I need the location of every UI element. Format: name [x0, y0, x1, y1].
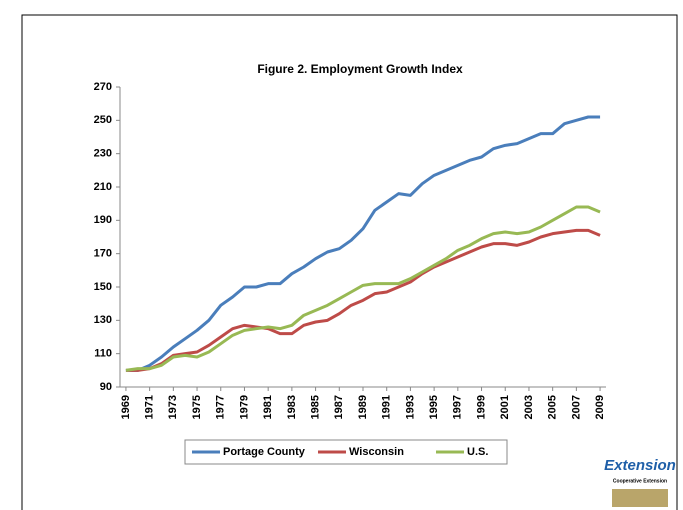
y-tick-label: 150 [94, 281, 112, 293]
y-tick-label: 190 [94, 214, 112, 226]
x-tick-label: 1989 [357, 395, 369, 419]
y-tick-label: 250 [94, 114, 112, 126]
x-tick-label: 1993 [404, 395, 416, 419]
x-tick-label: 1983 [286, 395, 298, 419]
x-tick-label: 1975 [191, 395, 203, 419]
y-tick-label: 270 [94, 81, 112, 93]
x-tick-label: 1997 [452, 395, 464, 419]
y-tick-label: 110 [94, 348, 112, 360]
x-tick-label: 1977 [215, 395, 227, 419]
x-tick-label: 2003 [523, 395, 535, 419]
x-tick-label: 1999 [475, 395, 487, 419]
legend-label: U.S. [467, 446, 488, 458]
logo-text: Extension [604, 457, 676, 474]
x-tick-label: 1991 [381, 395, 393, 419]
x-tick-label: 1969 [120, 395, 132, 419]
chart: Figure 2. Employment Growth Index Extens… [0, 0, 683, 510]
x-tick-label: 1985 [309, 395, 321, 419]
x-tick-label: 1987 [333, 395, 345, 419]
x-tick-label: 2009 [594, 395, 606, 419]
y-tick-label: 170 [94, 248, 112, 260]
y-tick-label: 130 [94, 314, 112, 326]
legend-label: Portage County [223, 446, 306, 458]
x-tick-label: 1995 [428, 395, 440, 419]
x-tick-label: 1981 [262, 395, 274, 419]
x-tick-label: 1971 [144, 395, 156, 419]
x-tick-label: 2005 [547, 395, 559, 419]
chart-title: Figure 2. Employment Growth Index [257, 62, 463, 76]
x-tick-label: 2001 [499, 395, 511, 419]
x-tick-label: 1979 [238, 395, 250, 419]
legend-label: Wisconsin [349, 446, 404, 458]
y-tick-label: 230 [94, 148, 112, 160]
x-tick-label: 2007 [570, 395, 582, 419]
logo-subtitle: Cooperative Extension [613, 478, 667, 484]
y-tick-label: 90 [100, 381, 112, 393]
logo-image [612, 489, 668, 507]
x-tick-label: 1973 [167, 395, 179, 419]
y-tick-label: 210 [94, 181, 112, 193]
